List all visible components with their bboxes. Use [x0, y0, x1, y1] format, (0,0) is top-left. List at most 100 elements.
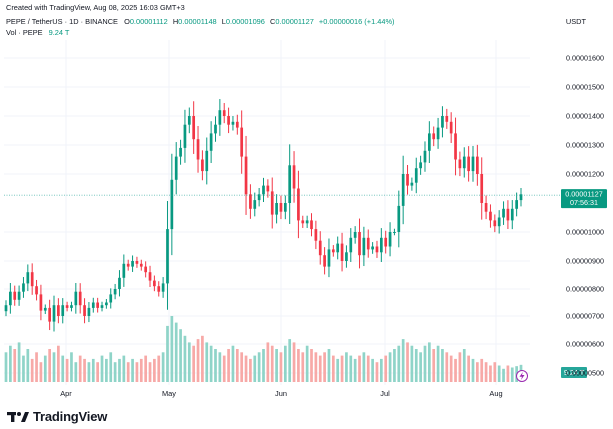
candle[interactable]: [371, 246, 374, 250]
candle[interactable]: [406, 174, 409, 186]
candle[interactable]: [449, 121, 453, 134]
candle[interactable]: [393, 232, 396, 233]
candle[interactable]: [17, 291, 21, 300]
candle[interactable]: [253, 200, 257, 209]
candle[interactable]: [345, 252, 348, 261]
candle[interactable]: [314, 229, 318, 241]
candle[interactable]: [454, 133, 457, 160]
candle[interactable]: [318, 240, 322, 256]
candle[interactable]: [131, 261, 134, 267]
candle[interactable]: [96, 302, 100, 308]
volume-label[interactable]: Vol · PEPE: [6, 28, 43, 37]
candle[interactable]: [414, 168, 418, 183]
candle[interactable]: [366, 237, 370, 250]
candle[interactable]: [218, 110, 222, 125]
candle[interactable]: [484, 203, 488, 212]
candle[interactable]: [13, 291, 17, 300]
symbol-name[interactable]: PEPE / TetherUS · 1D · BINANCE: [6, 17, 118, 26]
candle[interactable]: [353, 232, 357, 238]
candle[interactable]: [179, 147, 182, 157]
candle[interactable]: [288, 165, 292, 203]
candle[interactable]: [362, 237, 366, 256]
candle[interactable]: [283, 203, 287, 212]
candle[interactable]: [323, 255, 326, 267]
candle[interactable]: [401, 174, 405, 206]
candle[interactable]: [65, 305, 69, 308]
candle[interactable]: [397, 205, 401, 232]
candle[interactable]: [275, 203, 278, 215]
candle[interactable]: [301, 220, 305, 224]
candle[interactable]: [476, 156, 479, 174]
candle[interactable]: [506, 208, 510, 221]
candle[interactable]: [240, 127, 244, 157]
candle[interactable]: [279, 203, 283, 212]
candle[interactable]: [22, 283, 25, 292]
candle[interactable]: [74, 291, 78, 306]
candle[interactable]: [227, 116, 230, 125]
candle[interactable]: [70, 305, 73, 308]
candle[interactable]: [126, 263, 130, 267]
candle[interactable]: [340, 243, 344, 261]
candle[interactable]: [489, 211, 492, 221]
candle[interactable]: [139, 263, 143, 267]
candle[interactable]: [358, 232, 361, 256]
candle[interactable]: [331, 249, 335, 253]
candle[interactable]: [43, 307, 47, 311]
candle[interactable]: [510, 208, 514, 221]
candle[interactable]: [497, 217, 501, 227]
candle[interactable]: [39, 294, 43, 311]
candle[interactable]: [57, 305, 60, 316]
candle[interactable]: [48, 307, 51, 322]
candle[interactable]: [502, 208, 505, 218]
candle[interactable]: [183, 124, 187, 148]
candle[interactable]: [78, 291, 82, 306]
candle[interactable]: [196, 139, 200, 160]
candle[interactable]: [379, 237, 383, 253]
candle[interactable]: [166, 229, 169, 284]
candle[interactable]: [109, 294, 113, 303]
candle[interactable]: [436, 127, 440, 140]
candle[interactable]: [222, 110, 226, 116]
candle[interactable]: [52, 305, 56, 322]
candle[interactable]: [83, 305, 86, 316]
candle[interactable]: [384, 237, 388, 247]
candle[interactable]: [26, 272, 30, 284]
candle[interactable]: [244, 156, 248, 195]
candle[interactable]: [209, 133, 213, 151]
candle[interactable]: [297, 188, 300, 221]
candle[interactable]: [441, 116, 444, 128]
candle[interactable]: [292, 165, 296, 189]
candle[interactable]: [235, 121, 239, 128]
candle[interactable]: [187, 116, 191, 125]
candle[interactable]: [467, 156, 470, 172]
candle[interactable]: [458, 159, 462, 169]
candle[interactable]: [336, 243, 340, 253]
candle[interactable]: [192, 116, 196, 140]
candle[interactable]: [515, 200, 518, 209]
candle[interactable]: [157, 286, 161, 292]
candle[interactable]: [174, 156, 178, 180]
candle[interactable]: [327, 249, 331, 267]
candle[interactable]: [432, 133, 436, 140]
candle[interactable]: [445, 116, 449, 122]
candle[interactable]: [61, 305, 65, 316]
candle[interactable]: [375, 246, 379, 253]
candle[interactable]: [480, 174, 484, 203]
candle[interactable]: [270, 191, 274, 215]
candle[interactable]: [87, 307, 91, 316]
candle[interactable]: [519, 194, 523, 201]
candle[interactable]: [153, 280, 156, 287]
candle[interactable]: [214, 124, 217, 134]
currency-label[interactable]: USDT: [565, 17, 586, 26]
candle[interactable]: [388, 232, 392, 247]
candle[interactable]: [35, 286, 38, 295]
candle[interactable]: [249, 194, 252, 209]
candle[interactable]: [100, 305, 104, 308]
candle[interactable]: [349, 237, 353, 253]
candle[interactable]: [201, 159, 204, 172]
candle[interactable]: [135, 261, 139, 264]
candle[interactable]: [493, 220, 497, 227]
candle[interactable]: [471, 156, 475, 172]
candle[interactable]: [161, 283, 165, 292]
